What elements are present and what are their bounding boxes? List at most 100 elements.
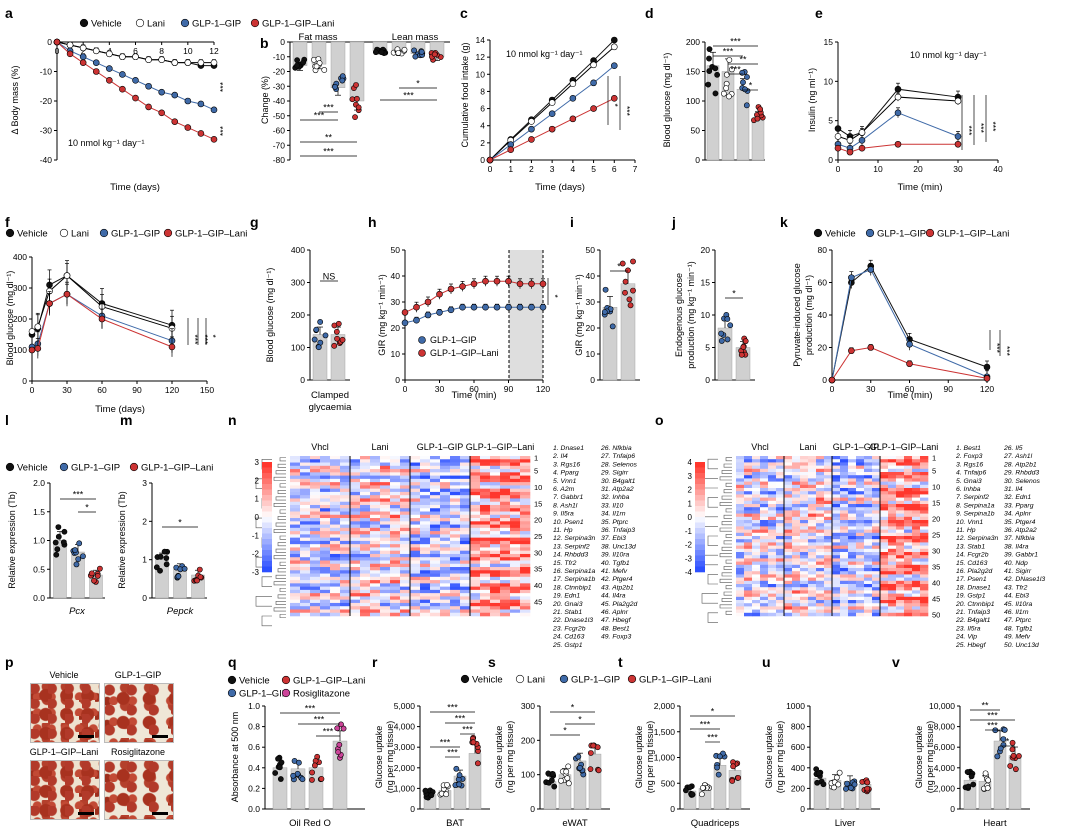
dot-point bbox=[60, 539, 67, 546]
significance-label: *** bbox=[988, 122, 998, 133]
heatmap-cell bbox=[776, 532, 785, 537]
heatmap-cell bbox=[896, 516, 905, 521]
heatmap-cell bbox=[864, 513, 873, 518]
heatmap-cell bbox=[400, 462, 411, 467]
heatmap-cell bbox=[808, 542, 817, 546]
heatmap-cell bbox=[370, 514, 381, 519]
heatmap-cell bbox=[290, 563, 301, 568]
heatmap-cell bbox=[290, 612, 301, 617]
oil-red-o-micrograph bbox=[104, 760, 174, 820]
heatmap-cell bbox=[768, 475, 777, 479]
heatmap-cell bbox=[380, 544, 391, 548]
heatmap-cell bbox=[784, 516, 793, 521]
heatmap-cell bbox=[300, 472, 311, 476]
heatmap-cell bbox=[920, 603, 929, 607]
heatmap-cell bbox=[520, 485, 531, 489]
heatmap-cell bbox=[816, 577, 825, 582]
heatmap-cell bbox=[816, 548, 825, 553]
heatmap-cell bbox=[390, 537, 401, 542]
heatmap-cell bbox=[490, 482, 501, 486]
heatmap-cell bbox=[768, 526, 777, 530]
heatmap-cell bbox=[832, 523, 841, 527]
heatmap-cell bbox=[500, 462, 511, 467]
legend2-glp-gip-lani-label: GLP-1–GIP–Lani bbox=[175, 229, 247, 240]
heatmap-cell bbox=[390, 612, 401, 617]
heatmap-cell bbox=[832, 596, 841, 601]
heatmap-cell bbox=[310, 589, 321, 594]
heatmap-cell bbox=[784, 612, 793, 617]
heatmap-cell bbox=[460, 576, 471, 581]
heatmap-cell bbox=[460, 602, 471, 607]
heatmap-cell bbox=[450, 495, 461, 499]
heatmap-cell bbox=[450, 550, 461, 555]
gene-name: 6. Inhba bbox=[956, 486, 981, 493]
heatmap-cell bbox=[856, 612, 865, 617]
heatmap-cell bbox=[460, 524, 471, 529]
heatmap-cell bbox=[840, 609, 849, 614]
heatmap-cell bbox=[896, 574, 905, 578]
dot-point bbox=[61, 528, 68, 535]
heatmap-cell bbox=[370, 527, 381, 532]
dot-point bbox=[984, 785, 991, 791]
y-axis-label: production (mg dl⁻¹) bbox=[804, 275, 814, 355]
heatmap-cell bbox=[872, 475, 881, 479]
data-point bbox=[548, 125, 556, 133]
y-tick-label: 0 bbox=[822, 375, 827, 385]
heatmap-cell bbox=[808, 507, 817, 511]
heatmap-cell bbox=[744, 500, 753, 505]
heatmap-cell bbox=[430, 462, 441, 467]
heatmap-cell bbox=[380, 609, 391, 614]
heatmap-cell bbox=[792, 462, 801, 466]
heatmap-cell bbox=[840, 580, 849, 585]
heatmap-cell bbox=[904, 587, 913, 591]
heatmap-cell bbox=[470, 469, 481, 473]
gene-name: 1. Best1 bbox=[956, 445, 981, 452]
heatmap-cell bbox=[440, 531, 451, 535]
heatmap-cell bbox=[792, 606, 801, 610]
heatmap-cell bbox=[784, 507, 793, 511]
heatmap-cell bbox=[450, 472, 461, 476]
heatmap-cell bbox=[752, 465, 761, 470]
heatmap-cell bbox=[744, 577, 753, 582]
heatmap-cell bbox=[752, 539, 761, 543]
heatmap-cell bbox=[410, 459, 421, 463]
heatmap-cell bbox=[380, 570, 391, 574]
heatmap-cell bbox=[400, 504, 411, 509]
heatmap-cell bbox=[450, 534, 461, 538]
heatmap-cell bbox=[300, 511, 311, 516]
gene-name: 43. Atp2b1 bbox=[601, 584, 634, 591]
heatmap-cell bbox=[480, 491, 491, 496]
dot-point bbox=[564, 775, 571, 782]
heatmap-cell bbox=[888, 529, 897, 534]
heatmap-cell bbox=[480, 570, 491, 574]
row-index: 10 bbox=[534, 483, 542, 492]
heatmap-cell bbox=[450, 609, 461, 614]
heatmap-cell bbox=[864, 596, 873, 601]
heatmap-cell bbox=[440, 495, 451, 499]
heatmap-cell bbox=[410, 482, 421, 486]
data-point bbox=[470, 303, 478, 311]
heatmap-cell bbox=[310, 560, 321, 565]
heatmap-cell bbox=[490, 599, 501, 604]
heatmap-cell bbox=[460, 596, 471, 600]
heatmap-cell bbox=[912, 584, 921, 588]
heatmap-cell bbox=[760, 580, 769, 585]
heatmap-cell bbox=[896, 542, 905, 546]
data-point bbox=[516, 280, 524, 288]
legend-h-glp-gip-lani-marker bbox=[418, 349, 426, 357]
y-tick-label: 2,000 bbox=[934, 783, 956, 793]
heatmap-cell bbox=[904, 568, 913, 572]
heatmap-cell bbox=[792, 494, 801, 498]
heatmap-cell bbox=[410, 589, 421, 594]
heatmap-cell bbox=[340, 567, 351, 571]
colorbar-segment bbox=[262, 561, 272, 567]
heatmap-cell bbox=[768, 555, 777, 559]
heatmap-cell bbox=[912, 552, 921, 556]
dendrogram-branch bbox=[275, 574, 286, 579]
heatmap-cell bbox=[920, 504, 929, 508]
heatmap-cell bbox=[848, 577, 857, 582]
heatmap-cell bbox=[920, 507, 929, 511]
group-label: GLP-1–GIP bbox=[417, 442, 464, 452]
dot-point bbox=[985, 777, 992, 784]
